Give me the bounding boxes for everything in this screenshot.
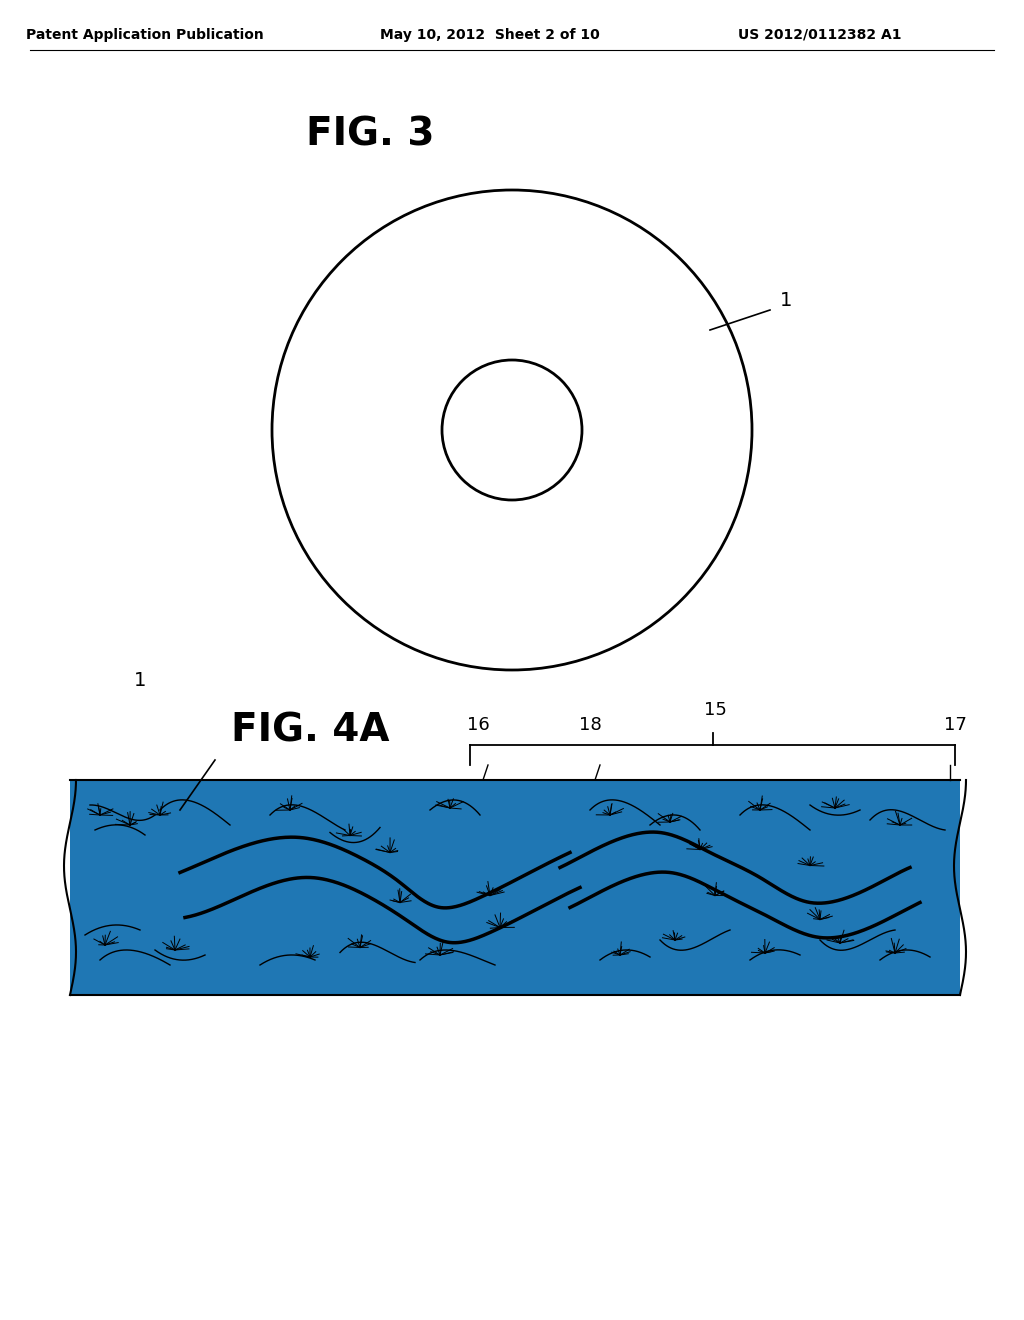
Text: FIG. 3: FIG. 3 (306, 116, 434, 154)
Text: Patent Application Publication: Patent Application Publication (27, 28, 264, 42)
Text: 15: 15 (703, 701, 726, 719)
Text: 17: 17 (943, 715, 967, 734)
Bar (70, 780, 961, 995)
Text: US 2012/0112382 A1: US 2012/0112382 A1 (738, 28, 902, 42)
Text: 1: 1 (780, 290, 793, 309)
Text: 16: 16 (467, 715, 489, 734)
Text: May 10, 2012  Sheet 2 of 10: May 10, 2012 Sheet 2 of 10 (380, 28, 600, 42)
Bar (70, 780, 961, 995)
Text: 18: 18 (579, 715, 601, 734)
Text: 1: 1 (134, 671, 146, 689)
Text: FIG. 4A: FIG. 4A (230, 711, 389, 748)
